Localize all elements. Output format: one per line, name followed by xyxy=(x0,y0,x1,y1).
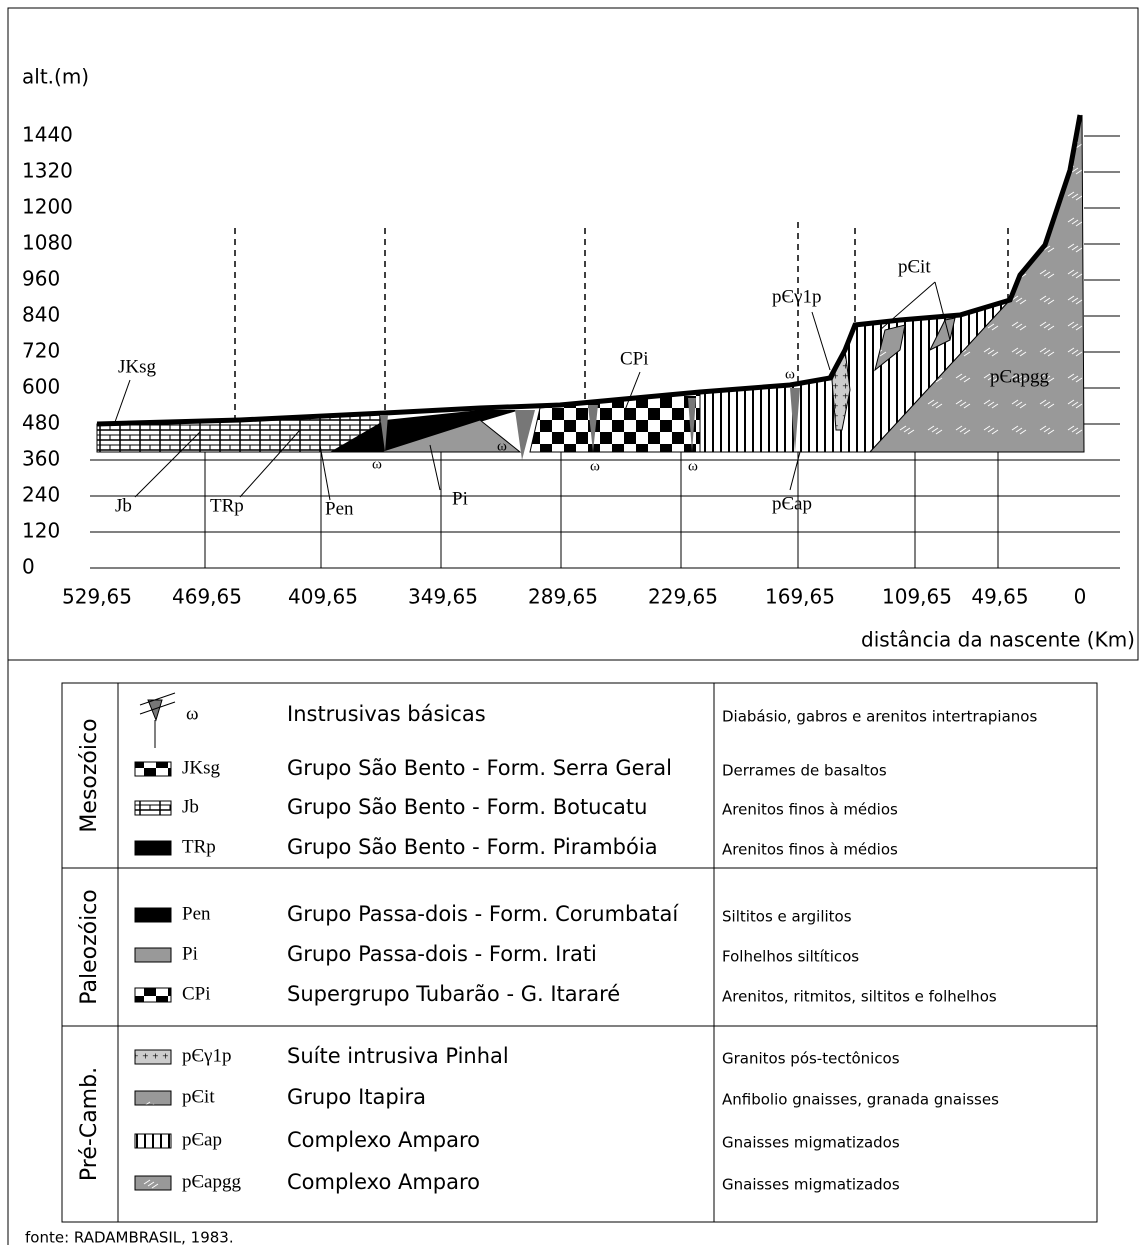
swatch xyxy=(135,988,171,1002)
y-tick-label: 240 xyxy=(22,483,60,507)
legend-description: Gnaisses migmatizados xyxy=(722,1176,900,1194)
legend-description: Anfibolio gnaisses, granada gnaisses xyxy=(722,1091,999,1109)
era-label: Pré-Camb. xyxy=(77,1067,102,1181)
legend-name: Grupo Passa-dois - Form. Corumbataí xyxy=(287,902,679,926)
legend-name: Suíte intrusiva Pinhal xyxy=(287,1044,509,1068)
era-label: Paleozóico xyxy=(77,889,102,1005)
swatch xyxy=(135,948,171,962)
legend-code: CPi xyxy=(182,983,211,1004)
section-label: ω xyxy=(372,456,382,472)
y-tick-label: 480 xyxy=(22,411,60,435)
legend-description: Arenitos, ritmitos, siltitos e folhelhos xyxy=(722,988,997,1006)
legend-name: Grupo São Bento - Form. Botucatu xyxy=(287,795,647,819)
intrusion-symbol xyxy=(148,700,162,720)
legend-code: ω xyxy=(186,703,199,724)
section-label: pЄapgg xyxy=(990,366,1049,387)
legend-code: pЄapgg xyxy=(182,1171,241,1192)
section-label: ω xyxy=(688,458,698,474)
swatch xyxy=(135,801,171,815)
section-label: ω xyxy=(785,366,795,382)
y-tick-label: 600 xyxy=(22,375,60,399)
x-tick-label: 409,65 xyxy=(288,585,358,609)
legend-code: Pen xyxy=(182,903,211,924)
legend-description: Gnaisses migmatizados xyxy=(722,1134,900,1152)
y-tick-label: 360 xyxy=(22,447,60,471)
legend-description: Siltitos e argilitos xyxy=(722,908,852,926)
legend-code: pЄit xyxy=(182,1086,215,1107)
legend-description: Derrames de basaltos xyxy=(722,762,887,780)
legend-description: Diabásio, gabros e arenitos intertrapian… xyxy=(722,708,1037,726)
legend-name: Instrusivas básicas xyxy=(287,702,486,726)
section-label: Pi xyxy=(452,488,468,509)
legend-name: Grupo São Bento - Form. Pirambóia xyxy=(287,835,658,859)
x-tick-label: 529,65 xyxy=(62,585,132,609)
leader-line xyxy=(115,380,130,422)
swatch xyxy=(135,1176,171,1190)
legend-code: pЄap xyxy=(182,1129,222,1150)
x-tick-label: 229,65 xyxy=(648,585,718,609)
era-label: Mesozóico xyxy=(77,718,102,832)
swatch xyxy=(135,841,171,855)
x-tick-label: 349,65 xyxy=(408,585,478,609)
x-tick-label: 0 xyxy=(1074,585,1087,609)
legend-description: Granitos pós-tectônicos xyxy=(722,1050,900,1068)
x-tick-label: 49,65 xyxy=(971,585,1028,609)
legend-name: Complexo Amparo xyxy=(287,1128,480,1152)
page: + alt.(m)0120240360480600720840960108012… xyxy=(0,0,1141,1245)
section-label: ω xyxy=(497,438,507,454)
legend-name: Grupo São Bento - Form. Serra Geral xyxy=(287,756,672,780)
section-label: pЄγ1p xyxy=(772,286,821,307)
y-tick-label: 0 xyxy=(22,555,35,579)
legend-code: JKsg xyxy=(182,757,221,778)
swatch xyxy=(135,908,171,922)
section-label: ω xyxy=(590,458,600,474)
legend-name: Supergrupo Tubarão - G. Itararé xyxy=(287,982,620,1006)
swatch xyxy=(135,1134,171,1148)
y-tick-label: 1200 xyxy=(22,195,73,219)
section-label: Pen xyxy=(325,498,354,519)
y-tick-label: 840 xyxy=(22,303,60,327)
swatch xyxy=(135,762,171,776)
section-label: TRp xyxy=(210,495,244,516)
swatch xyxy=(135,1050,171,1064)
y-tick-label: 1320 xyxy=(22,159,73,183)
x-tick-label: 169,65 xyxy=(765,585,835,609)
section-label: pЄap xyxy=(772,493,812,514)
legend-description: Arenitos finos à médios xyxy=(722,801,898,819)
y-tick-label: 960 xyxy=(22,267,60,291)
legend: Mesozóico ω Instrusivas básicas Diabásio, g… xyxy=(62,693,1097,1194)
y-tick-label: 1080 xyxy=(22,231,73,255)
legend-description: Folhelhos siltíticos xyxy=(722,948,859,966)
swatch xyxy=(135,1091,171,1105)
section-label: pЄit xyxy=(898,256,931,277)
legend-code: TRp xyxy=(182,836,216,857)
legend-name: Complexo Amparo xyxy=(287,1170,480,1194)
legend-code: Jb xyxy=(182,796,199,817)
y-axis-label: alt.(m) xyxy=(22,65,89,89)
section-label: CPi xyxy=(620,348,649,369)
x-axis-label: distância da nascente (Km) xyxy=(861,628,1135,652)
x-tick-label: 289,65 xyxy=(528,585,598,609)
x-tick-label: 109,65 xyxy=(882,585,952,609)
leader-line xyxy=(812,312,830,370)
legend-name: Grupo Passa-dois - Form. Irati xyxy=(287,942,597,966)
x-tick-label: 469,65 xyxy=(172,585,242,609)
section-label: Jb xyxy=(115,495,132,516)
section-label: JKsg xyxy=(118,356,157,377)
legend-name: Grupo Itapira xyxy=(287,1085,426,1109)
source: fonte: RADAMBRASIL, 1983. xyxy=(25,1229,234,1245)
legend-description: Arenitos finos à médios xyxy=(722,841,898,859)
y-tick-label: 120 xyxy=(22,519,60,543)
y-tick-label: 1440 xyxy=(22,123,73,147)
y-tick-label: 720 xyxy=(22,339,60,363)
legend-code: pЄγ1p xyxy=(182,1045,231,1066)
legend-code: Pi xyxy=(182,943,198,964)
